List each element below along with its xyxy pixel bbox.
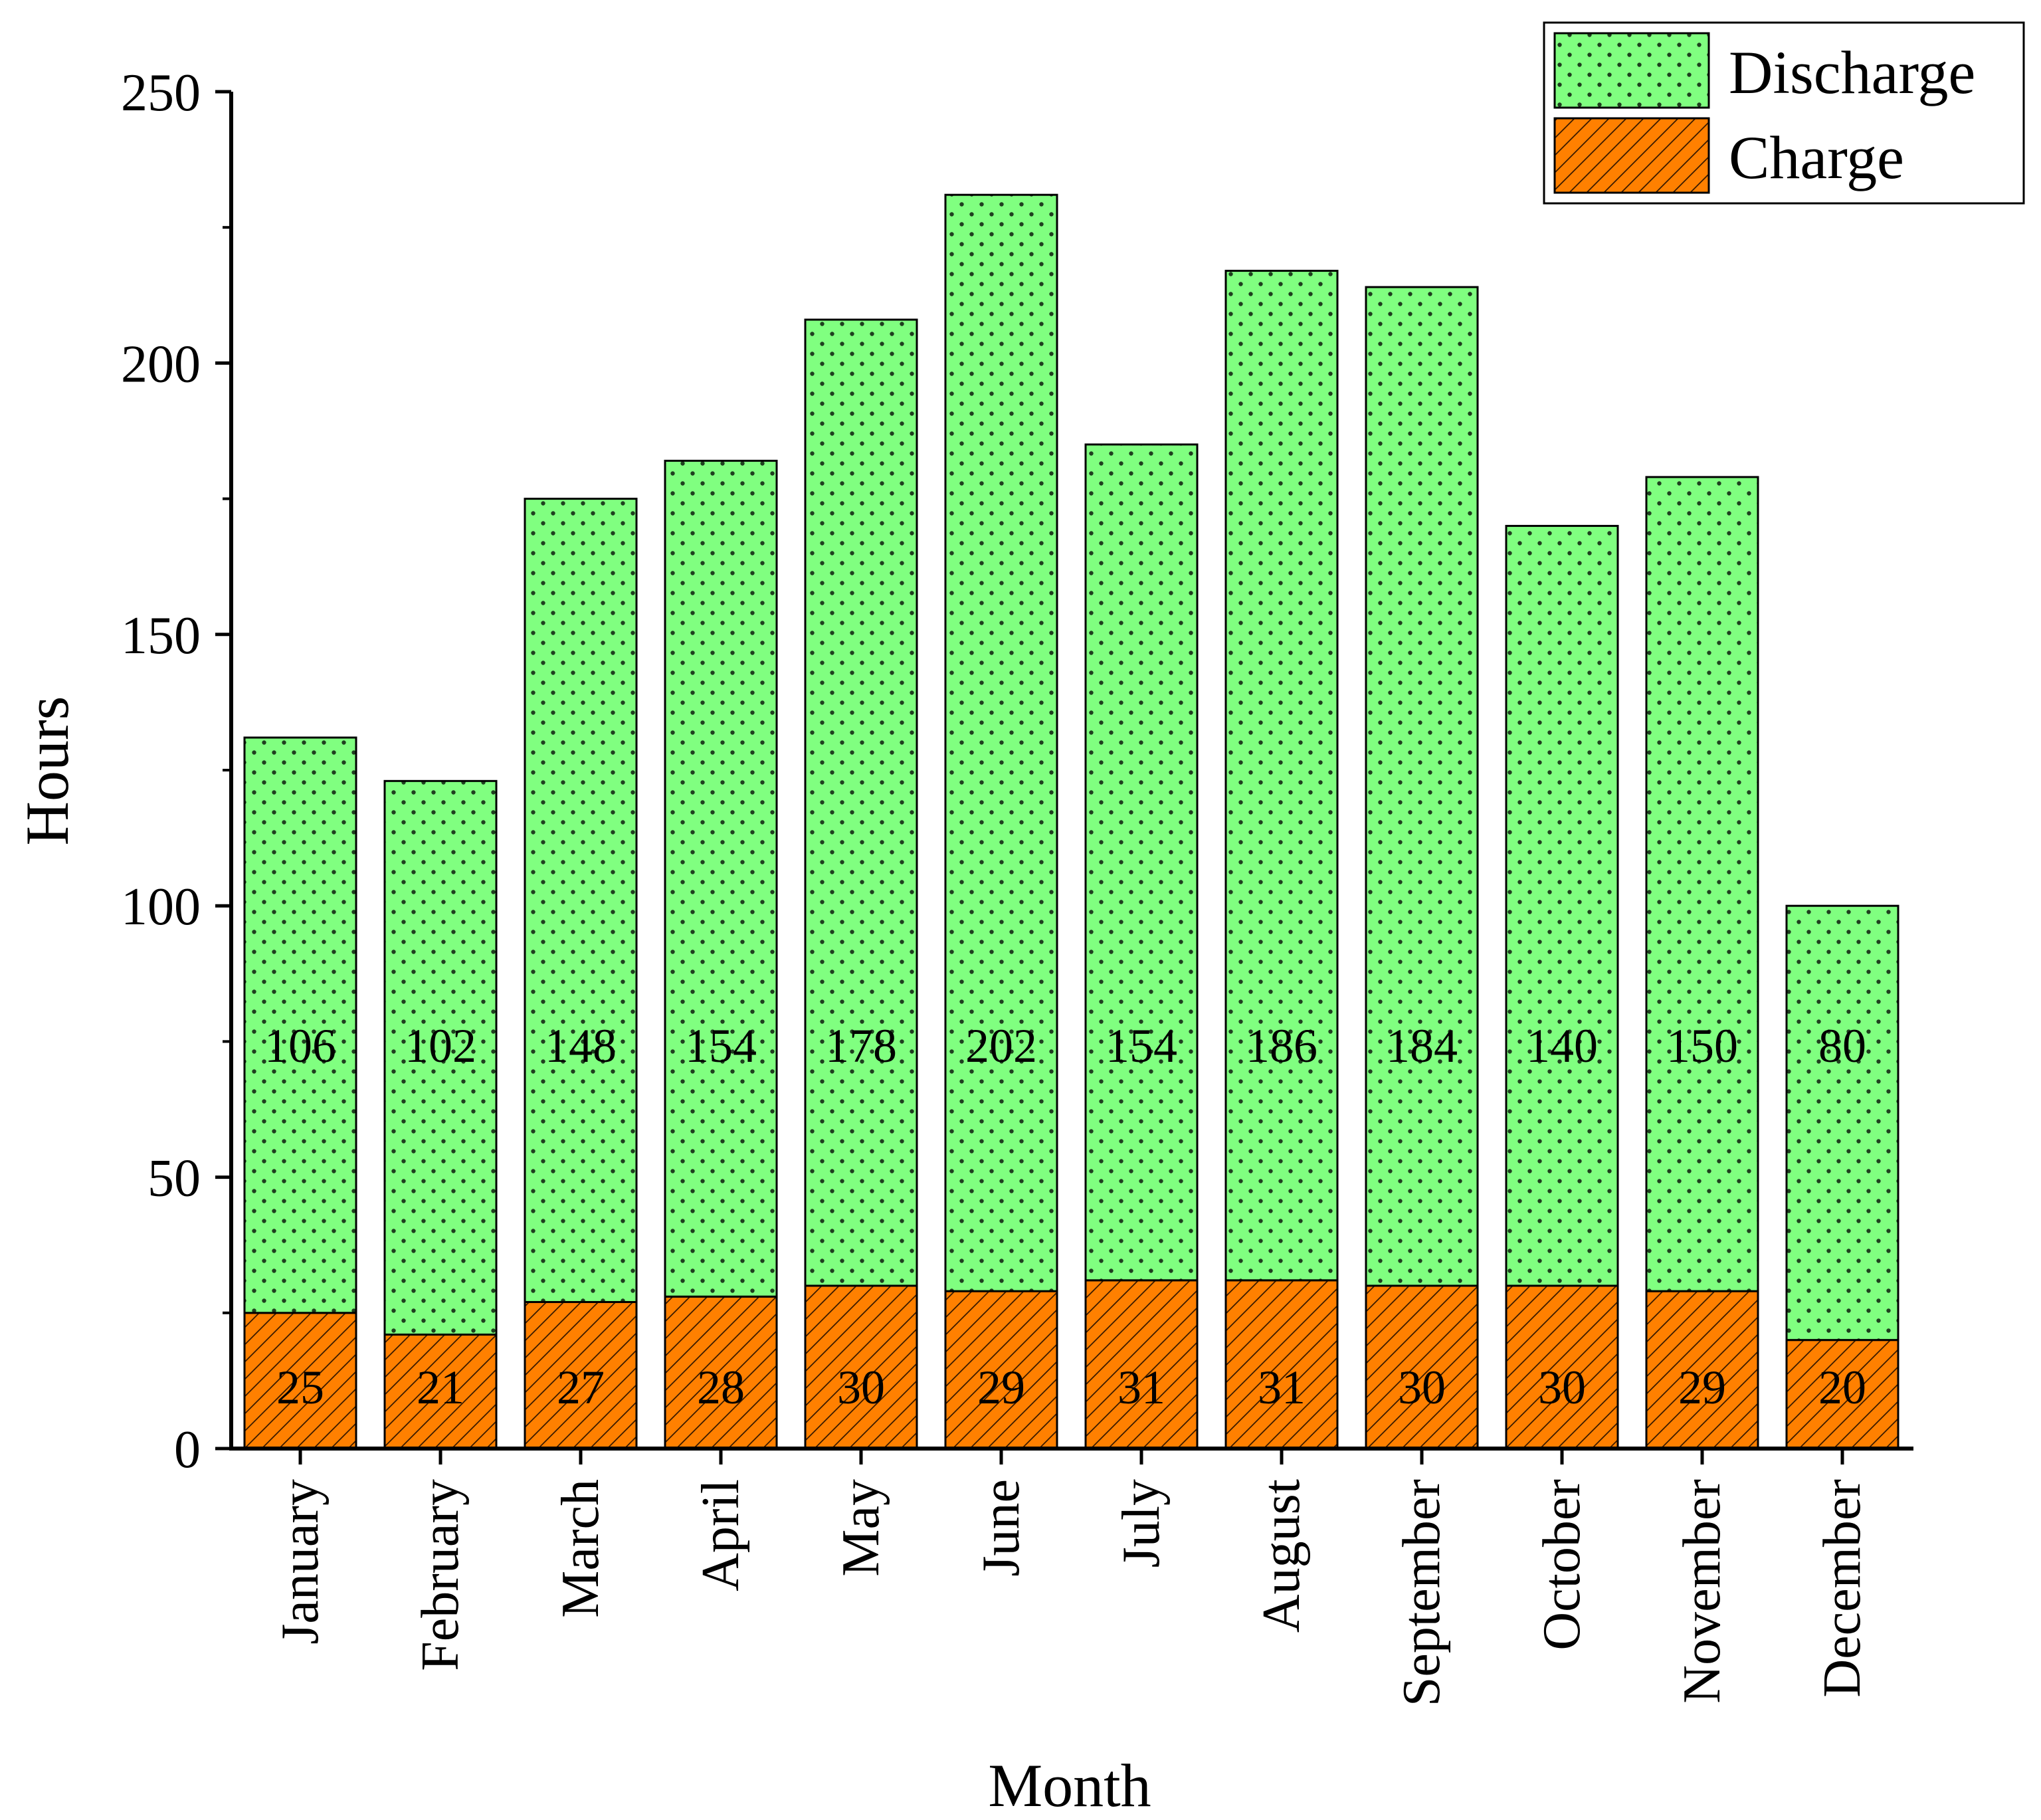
data-label-discharge-june: 202 [965,1019,1037,1072]
y-tick-label-200: 200 [121,335,201,393]
bar-discharge-january [243,736,357,1314]
bar-discharge-february [383,779,498,1336]
x-tick-label-november: November [1673,1479,1731,1704]
legend-swatch-discharge [1553,32,1710,109]
data-label-charge-november: 29 [1678,1361,1726,1414]
bar-discharge-october [1505,524,1619,1287]
data-label-discharge-september: 184 [1386,1019,1458,1072]
x-tick-label-september: September [1393,1479,1451,1706]
x-axis-ticks: January February March April May June July Augu… [271,1449,1872,1706]
y-tick-label-150: 150 [121,607,201,665]
data-label-discharge-march: 148 [545,1019,617,1072]
data-label-discharge-january: 106 [264,1019,336,1072]
bar-charge-august [1224,1279,1339,1450]
bar-discharge-september [1365,286,1479,1287]
bar-charge-april [664,1295,778,1450]
data-label-discharge-february: 102 [405,1019,476,1072]
x-tick-label-august: August [1252,1479,1311,1633]
x-tick-label-december: December [1813,1479,1872,1698]
bar-discharge-july [1084,443,1199,1282]
legend-swatch-charge [1553,117,1710,194]
data-label-charge-march: 27 [557,1361,605,1414]
y-axis-title: Hours [13,696,81,846]
x-tick-label-april: April [692,1479,750,1591]
data-label-discharge-october: 140 [1526,1019,1598,1072]
data-label-charge-december: 20 [1818,1361,1866,1414]
data-label-charge-september: 30 [1398,1361,1446,1414]
bar-discharge-june [944,193,1058,1292]
data-label-charge-august: 31 [1258,1361,1306,1414]
y-tick-label-250: 250 [121,64,201,122]
bar-charge-january [243,1312,357,1450]
x-tick-label-february: February [411,1479,470,1671]
y-axis-ticks: 0 50 100 150 200 250 [121,64,231,1479]
bar-discharge-march [524,498,638,1303]
bar-discharge-may [804,318,918,1287]
bar-discharge-april [664,459,778,1298]
bar-discharge-august [1224,270,1339,1282]
data-label-charge-july: 31 [1118,1361,1165,1414]
bar-charge-september [1365,1284,1479,1450]
data-label-discharge-july: 154 [1106,1019,1177,1072]
x-tick-label-may: May [832,1479,890,1577]
data-label-discharge-december: 80 [1818,1019,1866,1072]
data-label-charge-january: 25 [276,1361,324,1414]
bar-discharge-november [1645,476,1759,1292]
x-tick-label-july: July [1112,1479,1171,1567]
y-tick-label-100: 100 [121,878,201,936]
legend-label-discharge: Discharge [1729,39,1975,106]
bar-discharge-december [1785,904,1899,1342]
data-label-charge-may: 30 [837,1361,885,1414]
x-axis-title: Month [988,1752,1151,1819]
data-label-discharge-august: 186 [1246,1019,1317,1072]
data-label-discharge-may: 178 [825,1019,897,1072]
bars-layer [243,193,1899,1450]
data-label-charge-june: 29 [977,1361,1025,1414]
x-tick-label-march: March [551,1479,610,1618]
legend: Discharge Charge [1543,21,2025,205]
data-label-charge-october: 30 [1538,1361,1586,1414]
data-label-discharge-april: 154 [685,1019,757,1072]
x-tick-label-january: January [271,1479,330,1645]
data-labels-layer: 106 25 102 21 148 27 154 28 178 30 202 29 154 31 186 31… [264,1019,1866,1414]
bar-charge-october [1505,1284,1619,1450]
x-tick-label-october: October [1533,1479,1591,1651]
x-tick-label-june: June [972,1479,1030,1577]
y-tick-label-0: 0 [174,1421,201,1479]
data-label-charge-april: 28 [697,1361,745,1414]
data-label-discharge-november: 150 [1666,1019,1738,1072]
axes-layer: 0 50 100 150 200 250 January February March Apri… [121,64,1913,1706]
legend-label-charge: Charge [1729,124,1904,191]
bar-charge-june [944,1290,1058,1450]
y-tick-label-50: 50 [147,1150,201,1208]
data-label-charge-february: 21 [417,1361,464,1414]
